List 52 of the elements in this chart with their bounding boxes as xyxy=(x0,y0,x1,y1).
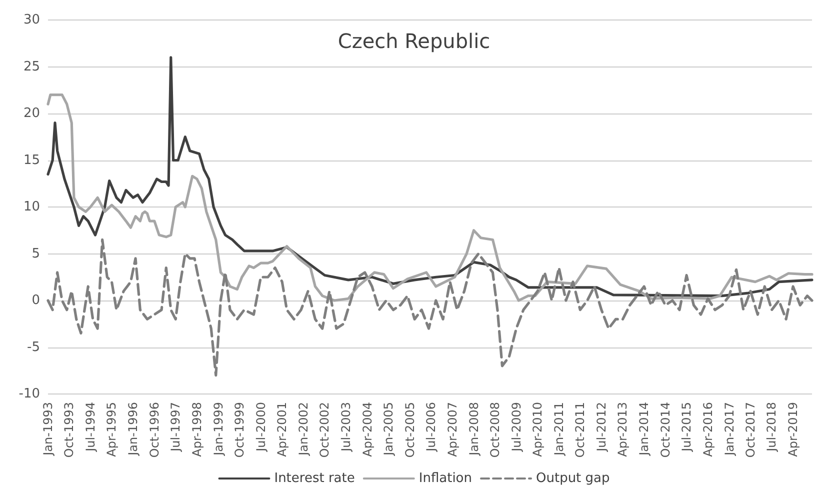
y-tick-label: 15 xyxy=(23,152,40,168)
x-tick-label: Oct-1993 xyxy=(62,402,76,458)
x-tick-label: Oct-2017 xyxy=(744,402,758,458)
y-tick-label: 5 xyxy=(32,246,40,262)
x-tick-label: Jan-1999 xyxy=(211,402,226,456)
y-tick-label: 25 xyxy=(23,59,40,74)
x-tick-label: Jul-1997 xyxy=(168,402,183,452)
x-tick-label: Apr-2004 xyxy=(360,402,374,457)
x-tick-label: Jul-2015 xyxy=(680,402,694,452)
x-tick-label: Jan-1996 xyxy=(126,402,140,456)
text: Czech Republic xyxy=(338,29,490,53)
x-tick-label: Oct-1999 xyxy=(232,402,247,458)
x-tick-label: Jan-2011 xyxy=(552,402,566,456)
x-tick-label: Jan-2005 xyxy=(382,402,396,456)
legend-label: Output gap xyxy=(536,471,610,486)
x-tick-label: Apr-2013 xyxy=(616,402,630,457)
x-tick-label: Oct-2008 xyxy=(488,402,502,458)
x-tick-label: Oct-2014 xyxy=(658,402,672,458)
x-tick-label: Jan-2002 xyxy=(296,402,310,456)
x-tick-label: Jan-1993 xyxy=(41,402,55,456)
x-tick-label: Apr-2007 xyxy=(445,402,460,457)
x-tick-label: Jul-2000 xyxy=(254,402,268,452)
y-tick-label: 20 xyxy=(23,106,40,121)
x-tick-label: Jul-2012 xyxy=(594,402,608,452)
x-tick-label: Oct-1996 xyxy=(147,402,162,458)
y-tick-label: -10 xyxy=(18,386,40,402)
x-tick-label: Jul-2006 xyxy=(424,402,438,452)
x-tick-label: Oct-2002 xyxy=(318,402,332,458)
x-tick-label: Apr-1995 xyxy=(104,402,119,457)
line-series xyxy=(46,238,814,377)
y-tick-label: 0 xyxy=(32,293,40,308)
x-tick-label: Jan-2014 xyxy=(637,402,652,456)
x-tick-label: Jul-1994 xyxy=(83,402,98,452)
line-series xyxy=(46,94,814,302)
x-tick-label: Apr-2001 xyxy=(275,402,290,457)
x-tick-label: Apr-2010 xyxy=(530,402,545,457)
x-tick-label: Oct-2005 xyxy=(402,402,417,458)
line-series xyxy=(46,56,814,298)
x-tick-label: Jul-2018 xyxy=(764,402,779,452)
x-tick-label: Jul-2003 xyxy=(338,402,353,452)
y-tick-label: -5 xyxy=(27,340,40,355)
x-tick-label: Jul-2009 xyxy=(509,402,524,452)
x-tick-label: Apr-2019 xyxy=(786,402,800,457)
legend-label: Inflation xyxy=(418,471,472,486)
x-tick-label: Jan-2017 xyxy=(722,402,736,456)
y-tick-label: 30 xyxy=(23,12,40,28)
x-tick-label: Apr-1998 xyxy=(190,402,204,457)
x-tick-label: Oct-2011 xyxy=(573,402,588,458)
x-tick-label: Jan-2008 xyxy=(466,402,481,456)
x-tick-label: Apr-2016 xyxy=(700,402,715,457)
legend-label: Interest rate xyxy=(274,471,355,486)
y-tick-label: 10 xyxy=(23,200,40,214)
